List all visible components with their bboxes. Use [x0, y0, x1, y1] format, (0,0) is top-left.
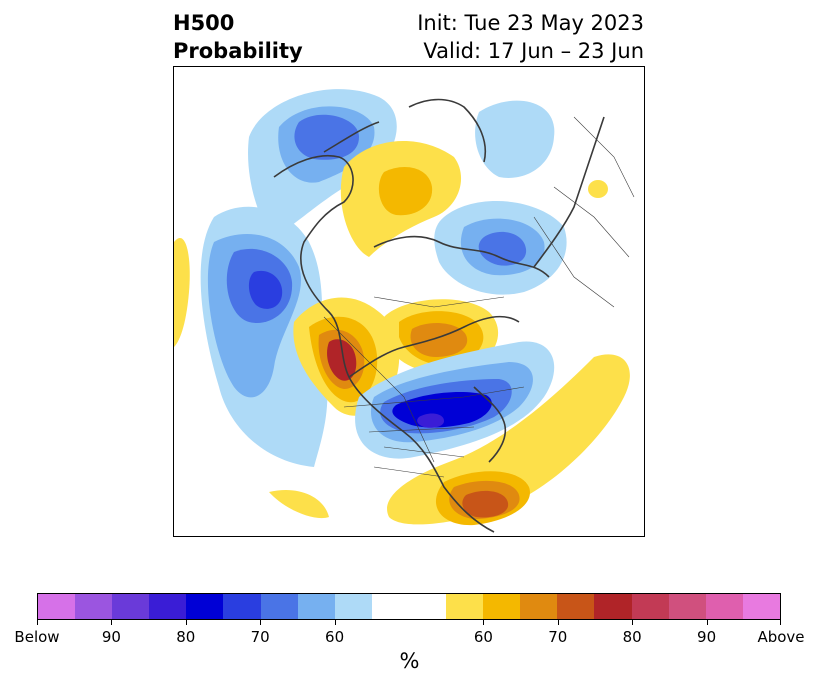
colorbar-segment [112, 594, 150, 619]
colorbar-tick-label: Above [757, 628, 805, 646]
colorbar-tick [557, 620, 559, 625]
colorbar-segment [705, 594, 743, 619]
colorbar-segment [149, 594, 187, 619]
colorbar-segment [38, 594, 76, 619]
colorbar-tick-label: 70 [548, 628, 568, 646]
title-left: H500 Probability [173, 9, 303, 65]
colorbar-segment [297, 594, 335, 619]
colorbar-tick [706, 620, 708, 625]
probability-map [173, 66, 645, 537]
siberia-dot [588, 180, 608, 198]
sw-high [269, 489, 329, 519]
colorbar-tick [632, 620, 634, 625]
colorbar-segment [408, 594, 447, 619]
colorbar-tick-label: 80 [176, 628, 196, 646]
anomaly-shading [174, 89, 630, 526]
colorbar-tick-label: 60 [473, 628, 493, 646]
west-edge-high [174, 238, 190, 347]
colorbar-tick-label: 90 [101, 628, 121, 646]
colorbar-segment [668, 594, 706, 619]
colorbar-tick-label: 70 [250, 628, 270, 646]
colorbar-segment [446, 594, 484, 619]
colorbar-tick [780, 620, 781, 625]
coastlines [273, 98, 605, 533]
colorbar-segment [260, 594, 298, 619]
valid-period: Valid: 17 Jun – 23 Jun [423, 39, 644, 63]
colorbar-tick [483, 620, 485, 625]
colorbar-tick-label: Below [14, 628, 60, 646]
colorbar-segment [520, 594, 558, 619]
borders [323, 116, 635, 478]
colorbar-tick [260, 620, 262, 625]
colorbar-segment [223, 594, 261, 619]
west-na-high-core [327, 339, 357, 381]
colorbar-segment [75, 594, 113, 619]
title-quantity: Probability [173, 39, 303, 63]
east-canada-low-center [417, 413, 444, 428]
colorbar-segment [186, 594, 224, 619]
colorbar-segment [631, 594, 669, 619]
colorbar-tick [185, 620, 187, 625]
colorbar-tick-label: 80 [622, 628, 642, 646]
canadian-arctic-high-core [410, 323, 468, 357]
eurasia-low-inner [478, 231, 527, 266]
siberia-low-inner [294, 114, 359, 160]
colorbar-unit-label: % [399, 649, 420, 673]
arctic-high-core [378, 167, 433, 216]
colorbar-tick-label: 60 [325, 628, 345, 646]
title-field: H500 [173, 11, 235, 35]
title-right: Init: Tue 23 May 2023 Valid: 17 Jun – 23… [417, 9, 644, 65]
colorbar [37, 593, 781, 620]
eurasia-low-east [475, 100, 555, 178]
atlantic-high-core [462, 490, 509, 518]
colorbar-segment [483, 594, 521, 619]
colorbar-tick-label: 90 [697, 628, 717, 646]
colorbar-segment [371, 594, 409, 619]
map-canvas [174, 89, 635, 533]
init-date: Init: Tue 23 May 2023 [417, 11, 644, 35]
colorbar-ticks: Below 90 80 70 60 60 70 80 90 Above [14, 620, 805, 646]
colorbar-tick [37, 620, 38, 625]
colorbar-segment [334, 594, 372, 619]
colorbar-segment [594, 594, 632, 619]
colorbar-segment [557, 594, 595, 619]
colorbar-tick [111, 620, 113, 625]
ne-pacific-low-center [248, 270, 283, 309]
colorbar-segment [742, 594, 780, 619]
colorbar-tick [334, 620, 336, 625]
